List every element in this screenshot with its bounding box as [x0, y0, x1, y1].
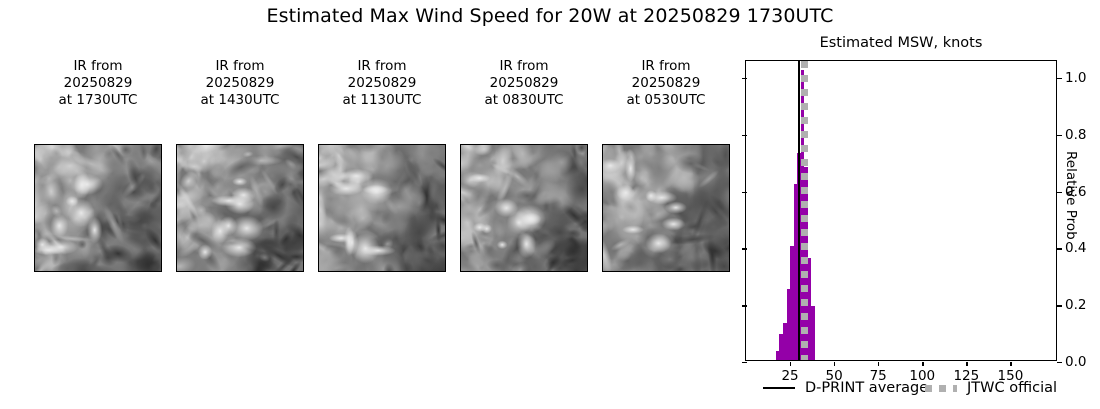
ir-panel-caption: IR from 20250829 at 0830UTC: [484, 58, 564, 108]
histogram-bar: [779, 334, 783, 360]
ir-panel-0530utc: IR from 20250829 at 0530UTC: [602, 58, 730, 272]
ir-panel-caption: IR from 20250829 at 0530UTC: [626, 58, 706, 108]
histogram-bar: [790, 246, 794, 360]
dprint-average-line: [797, 61, 800, 360]
x-axis-tick: [878, 362, 880, 366]
histogram-bar: [807, 257, 812, 360]
x-axis-tick-label: 75: [869, 368, 887, 384]
x-axis-tick: [966, 362, 968, 366]
histogram-bar: [811, 306, 815, 360]
legend-solid-line-swatch: [763, 386, 795, 390]
legend-label: D-PRINT average: [805, 380, 929, 396]
y-axis-tick-label: 0.8: [1065, 126, 1087, 143]
x-axis-tick-label: 50: [825, 368, 843, 384]
y-axis-label: Relative Prob: [1063, 151, 1079, 240]
x-axis-tick-label: 25: [781, 368, 799, 384]
x-axis-tick: [922, 362, 924, 366]
ir-panel-caption: IR from 20250829 at 1430UTC: [200, 58, 280, 108]
y-axis-tick-left: [741, 362, 747, 364]
ir-panel-0830utc: IR from 20250829 at 0830UTC: [460, 58, 588, 272]
y-axis-tick-right: [1057, 78, 1062, 80]
x-axis-tick-label: 100: [909, 368, 936, 384]
ir-panel-caption: IR from 20250829 at 1730UTC: [58, 58, 138, 108]
y-axis-tick-left: [741, 248, 747, 250]
y-axis-tick-label: 0.2: [1065, 297, 1087, 314]
ir-satellite-image: [176, 144, 304, 272]
ir-satellite-image: [602, 144, 730, 272]
histogram-bar: [783, 323, 787, 360]
ir-panel-1430utc: IR from 20250829 at 1430UTC: [176, 58, 304, 272]
jtwc-official-line: [800, 61, 808, 360]
y-axis-tick-right: [1057, 134, 1062, 137]
y-axis-tick-label: 0.0: [1065, 354, 1087, 370]
ir-panel-row: IR from 20250829 at 1730UTC IR from 20250…: [0, 58, 745, 278]
ir-panel-caption: IR from 20250829 at 1130UTC: [342, 58, 422, 108]
ir-satellite-image: [34, 144, 162, 272]
y-axis-tick-label: 0.6: [1065, 183, 1087, 200]
x-axis-tick: [834, 362, 836, 366]
y-axis-tick-right: [1057, 305, 1062, 307]
histogram-panel: Estimated MSW, knots 25 50 75 100 125 150 0.0 0…: [741, 35, 1100, 409]
y-axis-tick-left: [741, 134, 747, 137]
plot-frame: 25 50 75 100 125 150 0.0 0.2 0.4 0.6 0.8 1.0: [741, 60, 1086, 384]
ir-panel-1730utc: IR from 20250829 at 1730UTC: [34, 58, 162, 272]
y-axis-tick-label: 0.4: [1065, 240, 1087, 257]
histogram-bar: [786, 289, 791, 360]
y-axis-tick-label: 1.0: [1065, 70, 1087, 87]
ir-panel-1130utc: IR from 20250829 at 1130UTC: [318, 58, 446, 272]
legend-label: JTWC official: [967, 380, 1058, 396]
figure-title: Estimated Max Wind Speed for 20W at 2025…: [266, 5, 834, 27]
y-axis-tick-left: [741, 191, 747, 193]
legend-dotted-line-swatch: [925, 384, 957, 392]
histogram-bar: [793, 183, 798, 360]
ir-satellite-image: [460, 144, 588, 272]
y-axis-tick-right: [1057, 191, 1062, 193]
x-axis-tick: [1010, 362, 1012, 366]
legend-entry-jtwc-official[interactable]: JTWC official: [925, 376, 1057, 400]
chart-title: Estimated MSW, knots: [819, 35, 983, 51]
plot-area: [746, 61, 1056, 360]
legend-entry-dprint-average[interactable]: D-PRINT average: [763, 376, 928, 400]
y-axis-tick-left: [741, 78, 747, 80]
x-axis-tick: [790, 362, 792, 366]
x-axis-tick-label: 125: [953, 368, 980, 384]
y-axis-tick-left: [741, 305, 747, 307]
histogram-bar: [775, 351, 780, 360]
y-axis-tick-right: [1057, 362, 1062, 364]
chart-legend: D-PRINT average JTWC official: [735, 376, 1090, 404]
x-axis-tick-label: 150: [997, 368, 1024, 384]
ir-satellite-image: [318, 144, 446, 272]
y-axis-tick-right: [1057, 248, 1062, 250]
